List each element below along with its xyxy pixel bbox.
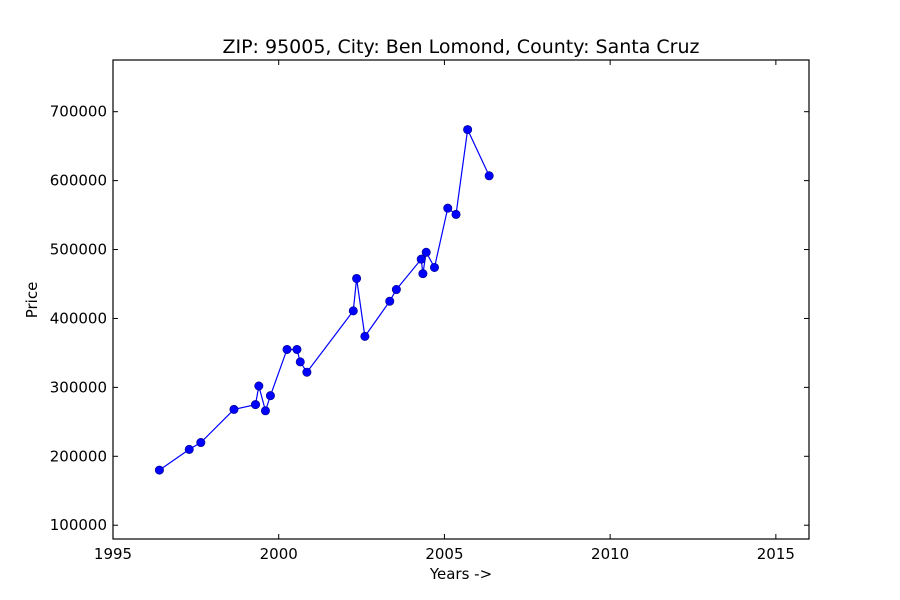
x-tick-label: 2015: [757, 545, 795, 563]
x-tick-label: 1995: [94, 545, 132, 563]
data-point: [484, 171, 494, 181]
data-point: [451, 209, 461, 219]
y-tick-label: 600000: [50, 172, 107, 190]
data-point: [416, 254, 426, 264]
data-point: [229, 404, 239, 414]
data-point: [443, 203, 453, 213]
y-tick-label: 300000: [50, 378, 107, 396]
data-point: [421, 247, 431, 257]
x-axis-label: Years ->: [429, 565, 492, 583]
data-point: [348, 306, 358, 316]
y-tick-label: 500000: [50, 241, 107, 259]
data-point: [295, 357, 305, 367]
data-point: [429, 262, 439, 272]
data-point: [154, 465, 164, 475]
data-point: [260, 406, 270, 416]
data-point: [282, 344, 292, 354]
plot-area: 1995 2000 2005 2010 2015 100000 200000 300000 40…: [50, 59, 810, 563]
plot-frame: [112, 59, 810, 540]
data-point: [196, 438, 206, 448]
data-point: [251, 400, 261, 410]
data-point: [302, 367, 312, 377]
x-tick-label: 2000: [260, 545, 298, 563]
y-tick-label: 700000: [50, 103, 107, 121]
data-point: [385, 296, 395, 306]
data-point: [254, 381, 264, 391]
data-point: [292, 344, 302, 354]
data-point: [463, 125, 473, 135]
x-tick-label: 2010: [591, 545, 629, 563]
y-tick-label: 200000: [50, 447, 107, 465]
chart-title: ZIP: 95005, City: Ben Lomond, County: Sa…: [222, 36, 699, 58]
data-point: [418, 269, 428, 279]
data-point: [184, 444, 194, 454]
data-point: [352, 273, 362, 283]
x-tick-label: 2005: [425, 545, 463, 563]
y-tick-label: 100000: [50, 516, 107, 534]
y-tick-label: 400000: [50, 309, 107, 327]
series-line: [159, 127, 490, 471]
data-point: [265, 391, 275, 401]
y-axis-label: Price: [23, 282, 41, 319]
data-point: [360, 331, 370, 341]
data-point: [391, 285, 401, 295]
